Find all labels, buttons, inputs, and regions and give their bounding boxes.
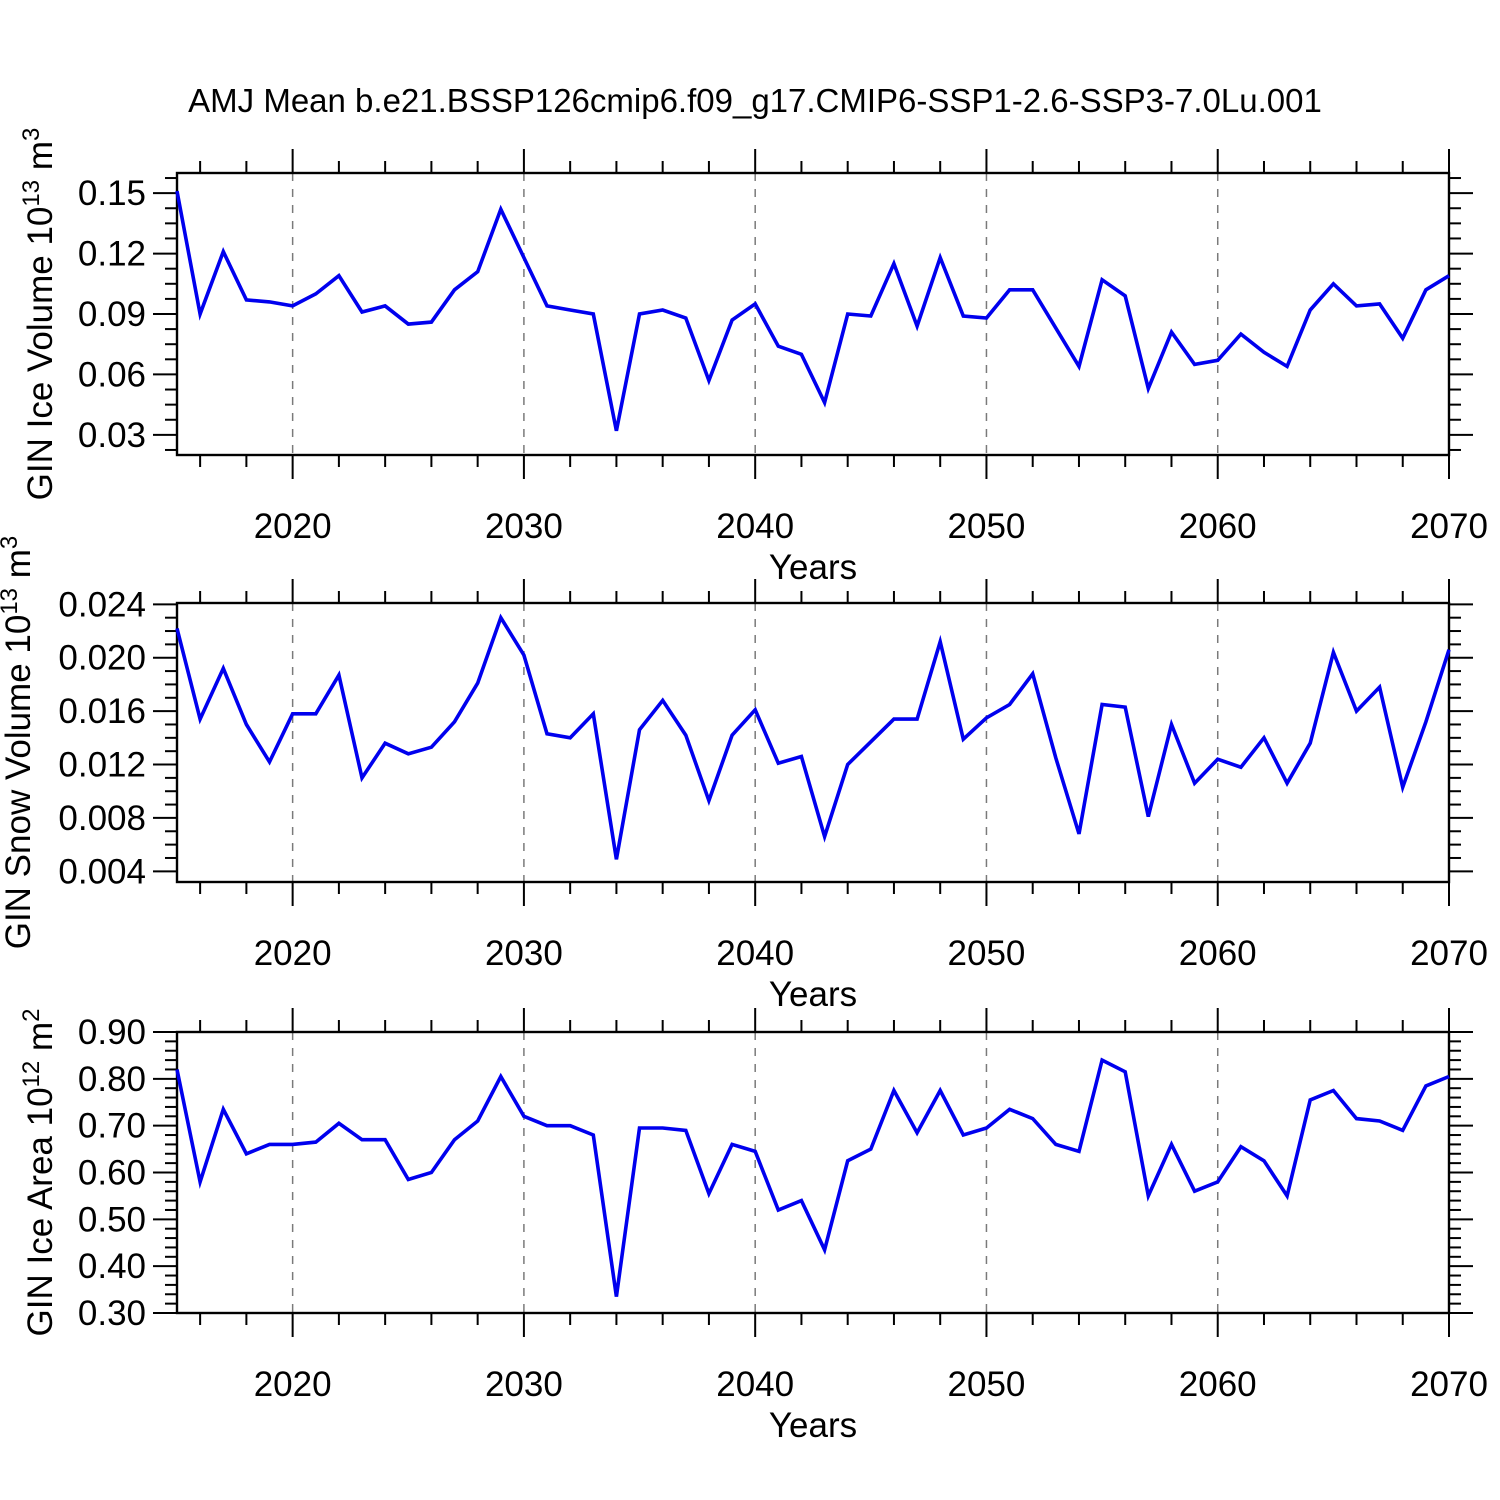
x-tick-label: 2020: [254, 507, 332, 546]
y-axis-title: GIN Ice Volume 1013 m3: [18, 128, 60, 501]
panel-ice-area: 0.30 0.40 0.50 0.60 0.70 0.80 0.90 2020 2030 2040…: [18, 1008, 1488, 1445]
y-tick-label: 0.06: [78, 355, 146, 394]
x-tick-label: 2050: [948, 1365, 1026, 1404]
y-tick-label: 0.70: [78, 1107, 146, 1146]
y-axis-title-superscript: 3: [18, 128, 45, 141]
y-axis-title-text: m: [0, 549, 38, 588]
y-axis-title-text: GIN Snow Volume 10: [0, 615, 38, 950]
x-axis-title: Years: [769, 1406, 857, 1445]
y-axis-title-superscript: 3: [0, 536, 23, 549]
plot-border: [175, 601, 1451, 884]
y-axis-title-superscript: 13: [0, 588, 23, 615]
panel-snow-volume: 0.004 0.008 0.012 0.016 0.020 0.024 2020 2030 20…: [0, 536, 1488, 1014]
y-axis-title-superscript: 12: [18, 1061, 45, 1088]
y-tick-label: 0.80: [78, 1060, 146, 1099]
y-tick-label: 0.004: [58, 852, 146, 891]
y-axis-title-text: m: [21, 1022, 60, 1061]
x-tick-label: 2030: [485, 934, 563, 973]
y-tick-label: 0.90: [78, 1013, 146, 1052]
x-tick-label: 2020: [254, 1365, 332, 1404]
y-axis-title-text: GIN Ice Volume 10: [21, 207, 60, 501]
plot-border: [175, 1030, 1451, 1315]
y-tick-label: 0.020: [58, 639, 146, 678]
x-tick-label: 2030: [485, 1365, 563, 1404]
chart-title: AMJ Mean b.e21.BSSP126cmip6.f09_g17.CMIP…: [188, 82, 1322, 119]
y-tick-label: 0.09: [78, 295, 146, 334]
x-tick-label: 2020: [254, 934, 332, 973]
x-tick-label: 2040: [716, 507, 794, 546]
y-tick-label: 0.016: [58, 692, 146, 731]
y-tick-label: 0.024: [58, 585, 146, 624]
x-axis-title: Years: [769, 548, 857, 587]
y-axis-title-text: GIN Ice Area 10: [21, 1087, 60, 1336]
x-tick-label: 2040: [716, 1365, 794, 1404]
x-tick-label: 2060: [1179, 934, 1257, 973]
y-tick-label: 0.12: [78, 235, 146, 274]
x-tick-label: 2060: [1179, 1365, 1257, 1404]
y-tick-label: 0.40: [78, 1247, 146, 1286]
x-axis-title: Years: [769, 975, 857, 1014]
x-tick-label: 2050: [948, 507, 1026, 546]
x-tick-label: 2070: [1410, 934, 1488, 973]
y-tick-label: 0.012: [58, 746, 146, 785]
y-axis-title-text: m: [21, 141, 60, 180]
x-tick-label: 2030: [485, 507, 563, 546]
x-tick-label: 2070: [1410, 1365, 1488, 1404]
x-tick-label: 2050: [948, 934, 1026, 973]
data-line-ice-area: [175, 1057, 1450, 1297]
x-tick-label: 2060: [1179, 507, 1257, 546]
y-axis-title-superscript: 2: [18, 1009, 45, 1022]
panel-ice-volume: 0.03 0.06 0.09 0.12 0.15 2020 2030 2040 2050 2060…: [18, 128, 1488, 587]
x-tick-label: 2070: [1410, 507, 1488, 546]
y-axis-title: GIN Ice Area 1012 m2: [18, 1009, 60, 1337]
y-tick-label: 0.008: [58, 799, 146, 838]
data-line-ice-volume: [175, 190, 1450, 432]
y-tick-label: 0.60: [78, 1154, 146, 1193]
x-tick-label: 2040: [716, 934, 794, 973]
y-axis-title: GIN Snow Volume 1013 m3: [0, 536, 38, 950]
y-tick-label: 0.03: [78, 416, 146, 455]
plot-border: [175, 171, 1451, 457]
y-tick-label: 0.30: [78, 1294, 146, 1333]
y-tick-label: 0.15: [78, 174, 146, 213]
y-axis-title-superscript: 13: [18, 180, 45, 207]
data-line-snow-volume: [175, 613, 1451, 860]
y-tick-label: 0.50: [78, 1200, 146, 1239]
